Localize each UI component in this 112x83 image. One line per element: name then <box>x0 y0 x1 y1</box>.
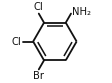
Text: Cl: Cl <box>11 37 21 46</box>
Text: NH₂: NH₂ <box>71 7 90 17</box>
Text: Cl: Cl <box>33 2 43 12</box>
Text: Br: Br <box>32 71 43 81</box>
